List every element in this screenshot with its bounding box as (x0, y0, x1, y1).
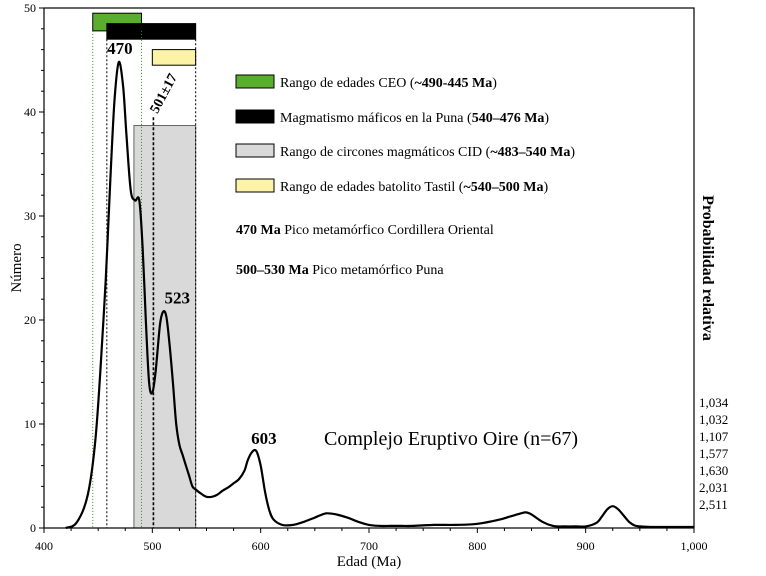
note-bold: 470 Ma (236, 223, 281, 238)
age-range-bands (92, 12, 197, 529)
legend-entry-text: Rango de circones magmáticos CID ( (280, 145, 491, 160)
y-tick-label: 50 (24, 1, 36, 15)
x-tick-label: 1,000 (681, 539, 708, 553)
legend-entry: Magmatismo máficos en la Puna (540–476 M… (280, 111, 549, 126)
note-line: 500–530 Ma Pico metamórfico Puna (236, 263, 444, 278)
sample-annotation: Complejo Eruptivo Oire (n=67) (324, 428, 578, 450)
peak-labels: 470 523 603 (107, 39, 277, 448)
legend-entry-end: ) (543, 180, 548, 195)
notes: 470 Ma Pico metamórfico Cordillera Orien… (236, 223, 494, 278)
legend-swatch (235, 143, 275, 158)
note-line: 470 Ma Pico metamórfico Cordillera Orien… (236, 223, 494, 238)
x-tick-label: 800 (468, 539, 486, 553)
note-text: Pico metamórfico Puna (309, 263, 445, 278)
legend-entry-end: ) (492, 76, 497, 91)
y-tick-label: 20 (24, 313, 36, 327)
right-value: 1,630 (699, 463, 728, 478)
legend-entry: Rango de edades batolito Tastil (~540–50… (280, 180, 548, 195)
median-age-label: 501±17 (148, 71, 181, 116)
legend: Rango de edades CEO (~490-445 Ma)Magmati… (235, 74, 575, 195)
band-tastil (151, 49, 197, 66)
right-value: 1,577 (699, 446, 729, 461)
note-text: Pico metamórfico Cordillera Oriental (281, 223, 494, 238)
legend-entry: Rango de circones magmáticos CID (~483–5… (280, 145, 575, 160)
legend-entry-text: Rango de edades batolito Tastil ( (280, 180, 464, 195)
legend-swatch (235, 178, 275, 193)
x-tick-label: 900 (577, 539, 595, 553)
legend-swatch (235, 109, 275, 124)
x-tick-label: 500 (143, 539, 161, 553)
right-values: 1,034 1,032 1,107 1,577 1,630 2,031 2,511 (699, 395, 729, 512)
legend-entry-range: 540–476 Ma (472, 111, 545, 126)
right-value: 1,032 (699, 412, 728, 427)
legend-entry-range: ~540–500 Ma (463, 180, 543, 195)
y-axis-title: Número (9, 243, 25, 292)
y-tick-label: 0 (30, 521, 36, 535)
band-guide-lines (92, 30, 197, 528)
right-value: 2,511 (699, 497, 728, 512)
right-axis-title: Probabilidad relativa (699, 195, 716, 341)
peak-label-470: 470 (107, 39, 133, 58)
y-tick-label: 10 (24, 417, 36, 431)
x-tick-label: 600 (252, 539, 270, 553)
legend-entry-range: ~490-445 Ma (415, 76, 493, 91)
legend-entry-end: ) (570, 145, 575, 160)
probability-curve (65, 60, 694, 530)
legend-entry-range: ~483–540 Ma (490, 145, 570, 160)
peak-label-523: 523 (165, 288, 191, 307)
x-tick-label: 400 (35, 539, 53, 553)
peak-label-603: 603 (251, 429, 277, 448)
x-axis-title: Edad (Ma) (337, 554, 402, 570)
legend-entry-text: Magmatismo máficos en la Puna ( (280, 111, 472, 126)
x-tick-label: 700 (360, 539, 378, 553)
y-tick-label: 30 (24, 209, 36, 223)
x-axis-ticks: 400 500 600 700 800 900 1,000 (35, 528, 708, 553)
y-axis-ticks: 0 10 20 30 40 50 (24, 1, 44, 535)
legend-entry-end: ) (544, 111, 549, 126)
legend-entry-text: Rango de edades CEO ( (280, 76, 415, 91)
right-value: 1,107 (699, 429, 729, 444)
right-value: 1,034 (699, 395, 729, 410)
legend-swatch (235, 74, 275, 89)
y-tick-label: 40 (24, 105, 36, 119)
right-value: 2,031 (699, 480, 728, 495)
legend-entry: Rango de edades CEO (~490-445 Ma) (280, 76, 497, 91)
band-puna (106, 23, 197, 40)
note-bold: 500–530 Ma (236, 263, 309, 278)
probability-curve-layer (65, 60, 694, 530)
